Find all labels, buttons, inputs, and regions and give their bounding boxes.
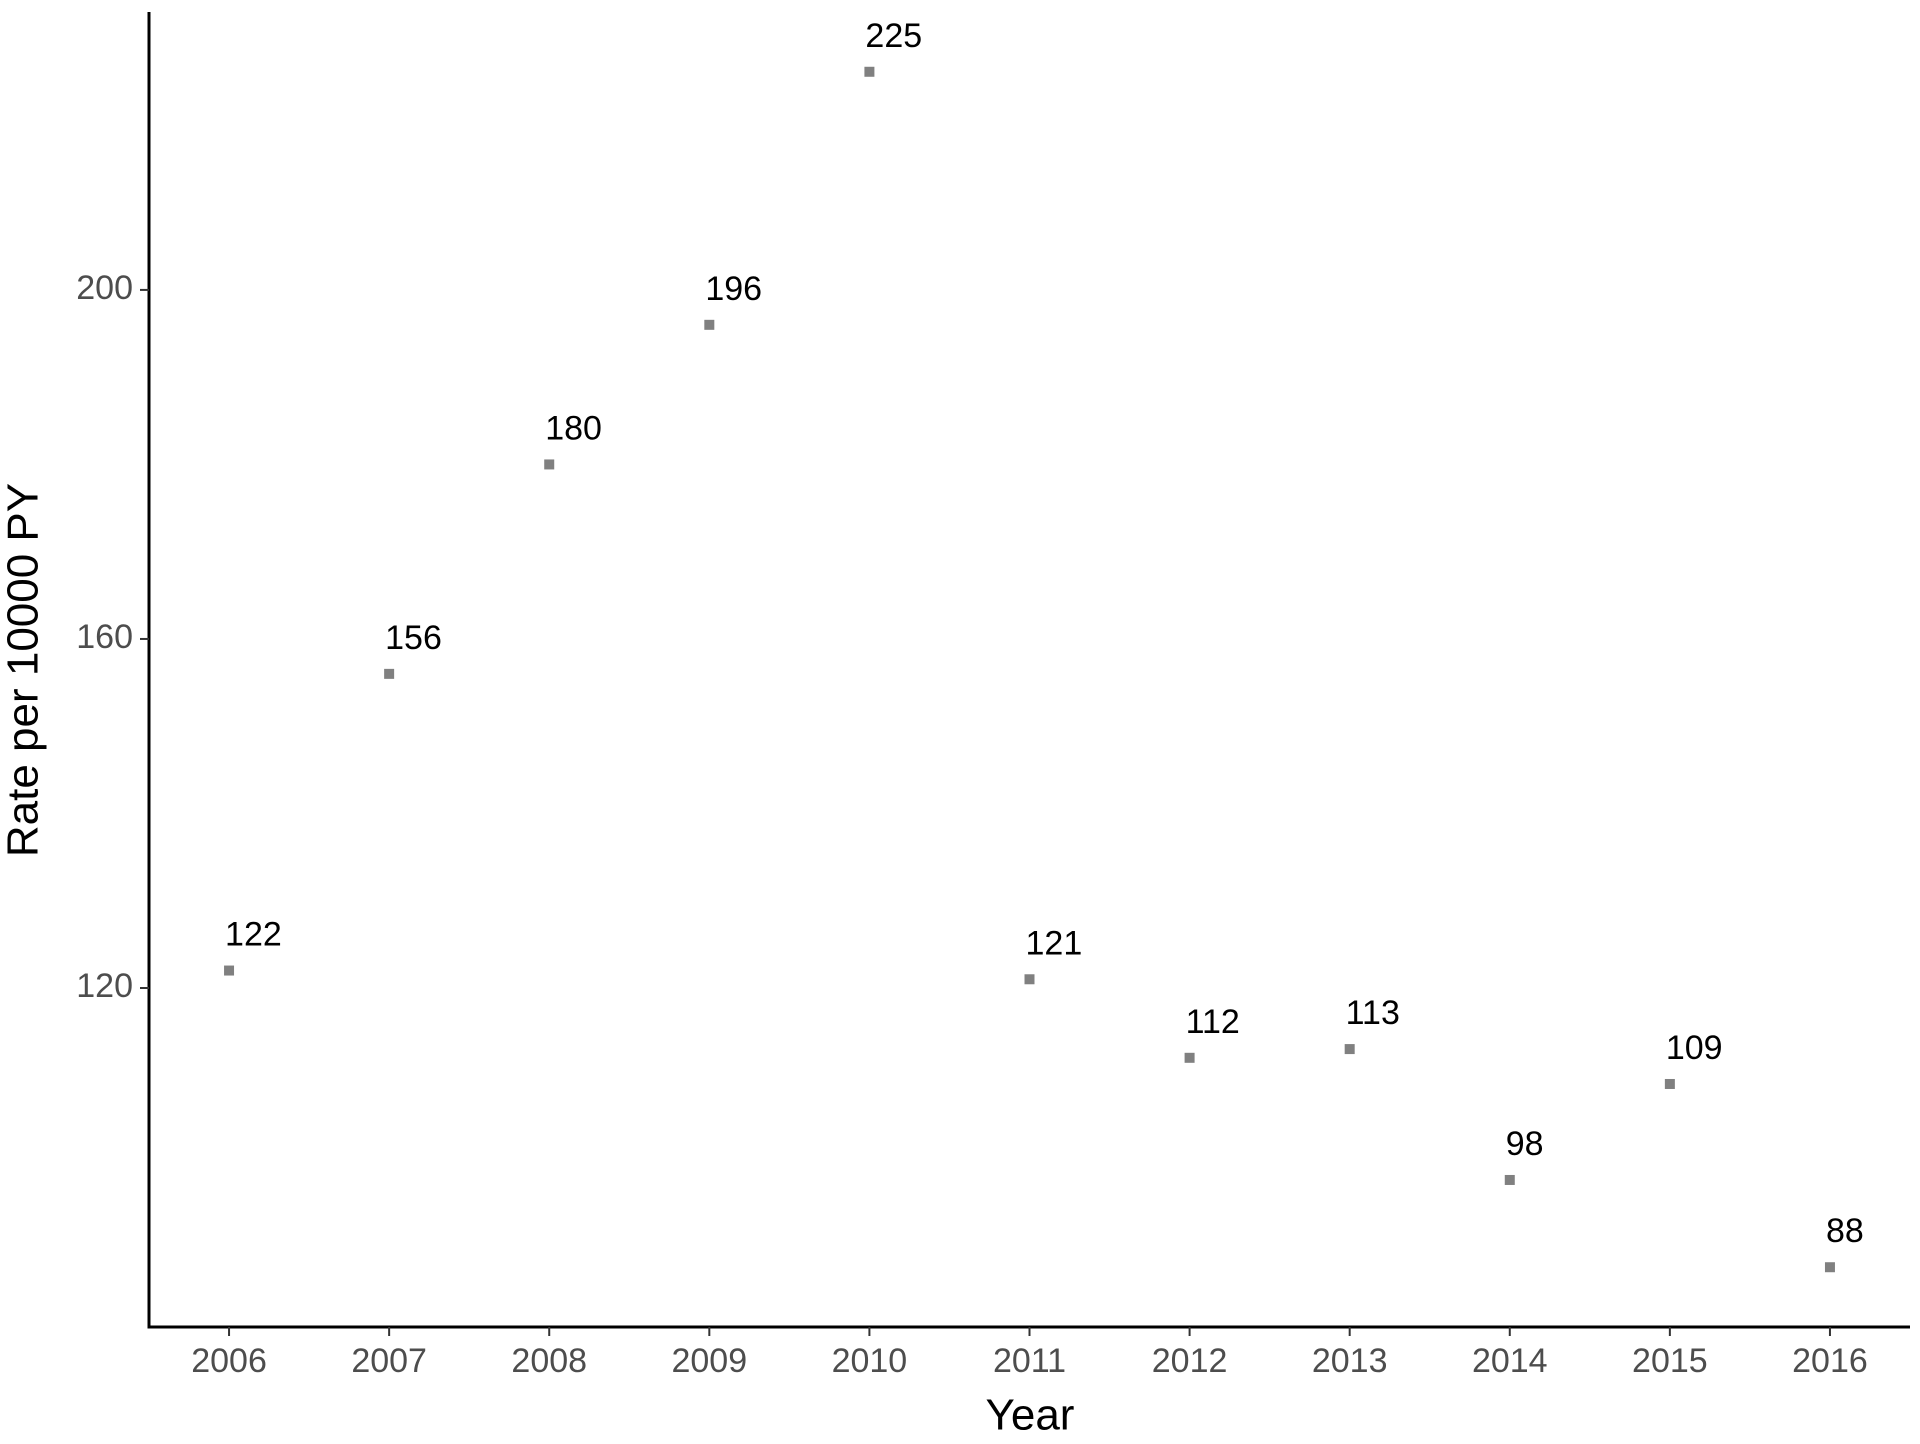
data-label: 121 <box>1026 924 1083 962</box>
data-label: 122 <box>225 916 282 954</box>
point <box>864 66 875 77</box>
x-tick-label: 2006 <box>191 1342 267 1380</box>
data-label: 196 <box>705 270 762 308</box>
y-tick-label: 200 <box>76 269 133 307</box>
data-label: 225 <box>865 17 922 55</box>
point <box>1344 1044 1355 1055</box>
y-axis-title: Rate per 10000 PY <box>0 483 48 857</box>
x-tick-label: 2007 <box>351 1342 427 1380</box>
point <box>704 319 715 330</box>
data-label: 156 <box>385 619 442 657</box>
data-label: 180 <box>545 409 602 447</box>
data-label: 98 <box>1506 1125 1544 1163</box>
point <box>1184 1052 1195 1063</box>
y-tick-label: 120 <box>76 967 133 1005</box>
data-label: 109 <box>1666 1029 1723 1067</box>
data-label: 112 <box>1186 1003 1240 1041</box>
point <box>544 459 555 470</box>
x-tick-label: 2014 <box>1472 1342 1548 1380</box>
data-label: 88 <box>1826 1212 1864 1250</box>
x-tick-label: 2012 <box>1152 1342 1228 1380</box>
point <box>1504 1174 1515 1185</box>
x-tick-label: 2009 <box>671 1342 747 1380</box>
point <box>1664 1078 1675 1089</box>
point <box>224 965 235 976</box>
point <box>1824 1262 1835 1273</box>
x-tick-label: 2016 <box>1792 1342 1868 1380</box>
x-tick-label: 2011 <box>993 1342 1066 1380</box>
x-tick-label: 2015 <box>1632 1342 1708 1380</box>
point <box>384 668 395 679</box>
x-tick-label: 2008 <box>511 1342 587 1380</box>
x-tick-label: 2013 <box>1312 1342 1388 1380</box>
x-axis-title: Year <box>986 1391 1075 1440</box>
point <box>1024 974 1035 985</box>
x-tick-label: 2010 <box>832 1342 908 1380</box>
y-tick-label: 160 <box>76 618 133 656</box>
data-label: 113 <box>1346 994 1400 1032</box>
